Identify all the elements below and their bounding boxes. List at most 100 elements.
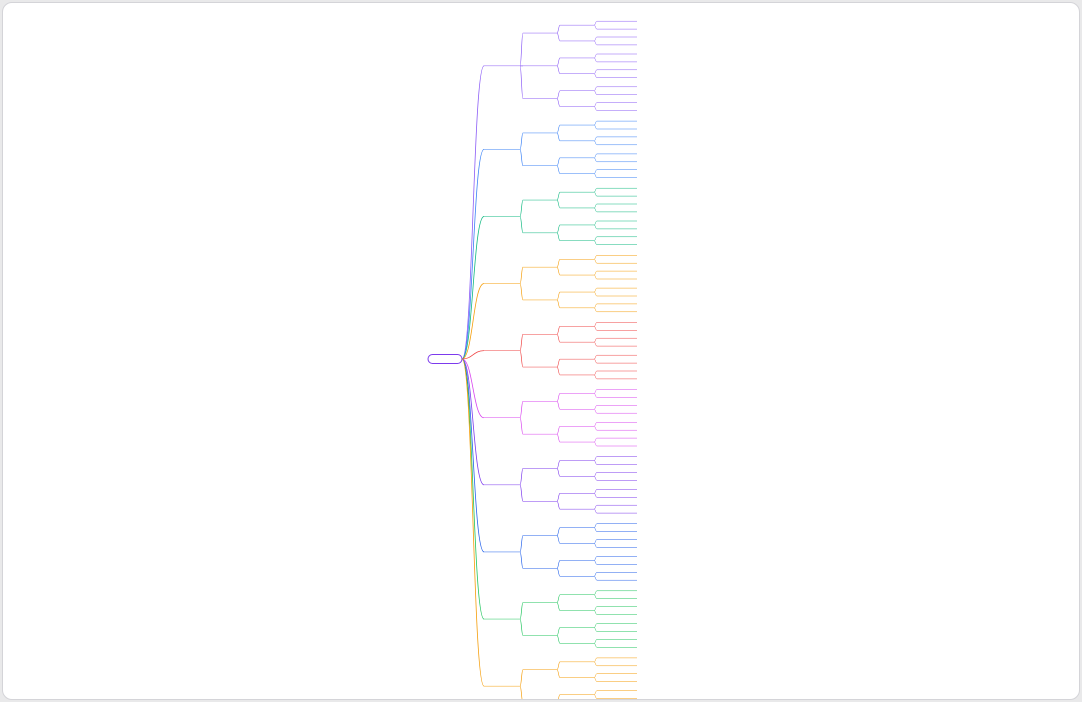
connector-line xyxy=(519,602,524,620)
connector-line xyxy=(593,326,598,331)
connector-line xyxy=(519,65,524,99)
connector-line xyxy=(593,572,598,577)
connector-line xyxy=(593,456,598,461)
connector-line xyxy=(519,401,524,419)
connector-line xyxy=(556,393,561,402)
connector-line xyxy=(556,527,561,536)
connector-line xyxy=(593,291,598,297)
connector-line xyxy=(593,560,598,565)
connector-line xyxy=(556,602,561,611)
connector-line xyxy=(519,669,524,687)
connector-line xyxy=(593,240,598,245)
connector-line xyxy=(593,539,598,544)
connector-line xyxy=(461,358,485,553)
connector-line xyxy=(556,57,561,67)
connector-line xyxy=(556,635,561,644)
connector-line xyxy=(556,468,561,477)
connector-line xyxy=(519,468,524,486)
connector-line xyxy=(556,460,561,469)
connector-line xyxy=(593,422,598,427)
connector-line xyxy=(593,657,598,663)
mind-map[interactable] xyxy=(3,3,1079,699)
connector-line xyxy=(556,493,561,502)
connector-line xyxy=(593,124,598,130)
connector-line xyxy=(593,623,598,628)
connector-line xyxy=(556,568,561,577)
connector-line xyxy=(519,149,524,167)
connector-line xyxy=(593,405,598,410)
connector-line xyxy=(556,401,561,410)
connector-line xyxy=(461,358,485,687)
connector-line xyxy=(593,40,598,46)
connector-line xyxy=(593,493,598,498)
connector-line xyxy=(593,24,598,30)
connector-line xyxy=(593,590,598,595)
connector-line xyxy=(461,358,485,620)
connector-line xyxy=(556,333,561,343)
connector-line xyxy=(556,627,561,636)
connector-line xyxy=(593,393,598,398)
connector-line xyxy=(593,270,598,276)
connector-line xyxy=(593,274,598,280)
connector-line xyxy=(556,535,561,544)
connector-line xyxy=(593,694,598,699)
connector-line xyxy=(556,199,561,209)
connector-line xyxy=(593,643,598,648)
connector-line xyxy=(593,224,598,230)
connector-line xyxy=(593,53,598,59)
connector-line xyxy=(593,476,598,481)
root-node[interactable] xyxy=(427,354,463,364)
connector-line xyxy=(593,303,598,309)
connector-line xyxy=(593,203,598,209)
connector-line xyxy=(593,556,598,561)
connector-line xyxy=(593,287,598,293)
connector-line xyxy=(519,618,524,636)
connector-line xyxy=(593,374,598,380)
connector-line xyxy=(556,299,561,309)
connector-line xyxy=(556,258,561,268)
connector-line xyxy=(593,673,598,678)
connector-line xyxy=(519,283,524,301)
connector-line xyxy=(461,350,485,360)
connector-line xyxy=(593,57,598,63)
connector-line xyxy=(519,484,524,502)
connector-line xyxy=(556,366,561,376)
connector-line xyxy=(593,20,598,26)
connector-line xyxy=(593,661,598,667)
connector-line xyxy=(556,425,561,435)
connector-line xyxy=(593,472,598,477)
connector-line xyxy=(593,441,598,447)
connector-line xyxy=(593,409,598,414)
connector-line xyxy=(556,291,561,301)
connector-line xyxy=(556,124,561,134)
connector-line xyxy=(461,283,485,360)
connector-line xyxy=(593,523,598,528)
connector-line xyxy=(556,32,561,42)
connector-line xyxy=(593,90,598,95)
connector-line xyxy=(593,136,598,142)
connector-line xyxy=(593,191,598,197)
connector-line xyxy=(593,341,598,347)
connector-line xyxy=(593,255,598,260)
connector-line xyxy=(593,173,598,178)
connector-line xyxy=(593,370,598,376)
connector-line xyxy=(593,389,598,394)
connector-line xyxy=(593,69,598,74)
connector-line xyxy=(519,32,524,67)
connector-line xyxy=(461,148,485,360)
connector-line xyxy=(593,504,598,510)
connector-line xyxy=(556,98,561,107)
connector-line xyxy=(593,606,598,611)
connector-line xyxy=(593,157,598,163)
connector-line xyxy=(556,358,561,368)
connector-line xyxy=(461,65,485,360)
connector-line xyxy=(593,354,598,360)
connector-line xyxy=(519,535,524,553)
connector-line xyxy=(593,307,598,313)
connector-line xyxy=(519,216,524,234)
connector-line xyxy=(556,560,561,569)
connector-line xyxy=(593,220,598,226)
connector-line xyxy=(556,165,561,174)
connector-line xyxy=(593,153,598,159)
